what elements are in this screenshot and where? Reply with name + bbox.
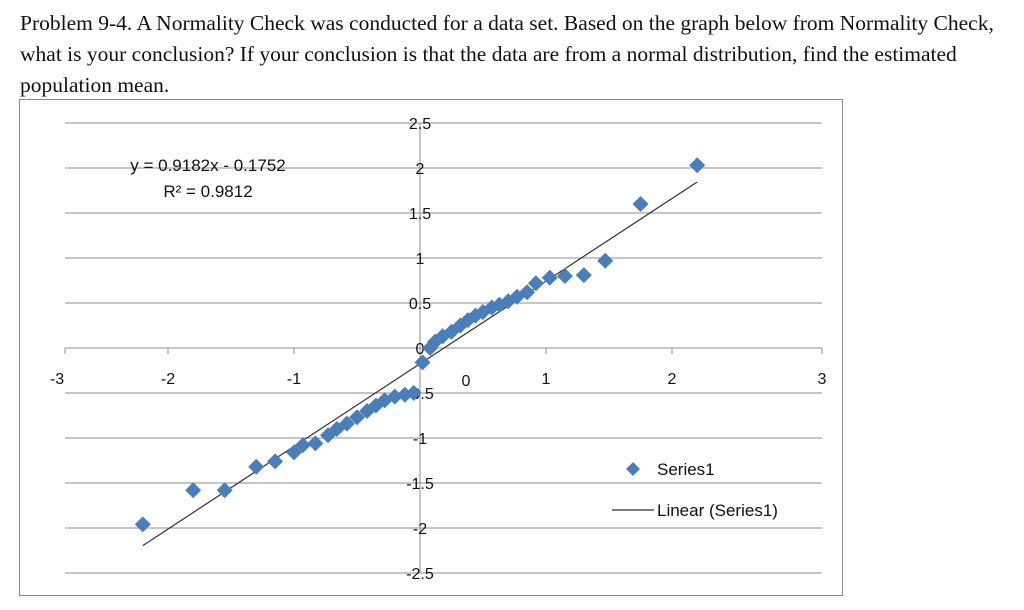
y-tick-label: 1.5 [409,206,431,223]
y-tick-label: 0 [416,341,425,358]
data-point [216,482,233,499]
legend-marker-series1 [626,462,640,476]
y-tick-label: -1.5 [406,476,434,493]
y-tick-label: -1 [413,431,427,448]
data-point [632,196,649,212]
data-point [556,268,573,284]
data-point [575,267,592,284]
data-point [491,296,508,313]
data-point [519,284,536,301]
x-tick-label: -2 [161,371,175,388]
x-tick-label: -1 [287,371,301,388]
chart-area: -3-2-101232.521.510.50-0.5-1-1.5-2-2.5y … [19,99,843,596]
y-tick-label: 1 [416,251,425,268]
y-tick-label: 2.5 [409,116,431,133]
data-point [338,415,355,432]
data-point [248,458,265,475]
data-point [443,323,460,340]
data-point [386,388,403,405]
scatter-chart: -3-2-101232.521.510.50-0.5-1-1.5-2-2.5y … [50,116,827,583]
data-point [349,409,365,426]
x-tick-label: 3 [818,371,827,388]
y-tick-label: 0.5 [409,296,431,313]
data-point [267,453,284,470]
x-tick-label: -3 [50,371,64,388]
y-tick-label: 2 [416,161,425,178]
data-point [405,385,422,401]
data-point [509,288,526,305]
data-point [689,157,706,174]
data-point [307,435,324,452]
y-tick-label: -2.5 [406,566,434,583]
data-point [434,328,451,345]
problem-statement: Problem 9-4. A Normality Check was condu… [20,11,994,97]
legend-label-trendline: Linear (Series1) [657,501,778,520]
data-point [597,252,614,269]
data-point [185,482,202,499]
data-point [134,516,151,533]
x-tick-label: 2 [668,371,677,388]
r-squared-label: R² = 0.9812 [163,182,252,201]
legend-label-series1: Series1 [657,460,715,479]
data-point [541,269,558,286]
x-tick-label: 1 [542,371,551,388]
data-point [527,275,544,292]
data-point [294,437,311,454]
data-point [414,354,431,371]
data-point [286,444,302,461]
y-tick-label: -2 [413,521,427,538]
trendline-equation: y = 0.9182x - 0.1752 [130,156,285,175]
x-tick-label: 0 [462,373,471,390]
